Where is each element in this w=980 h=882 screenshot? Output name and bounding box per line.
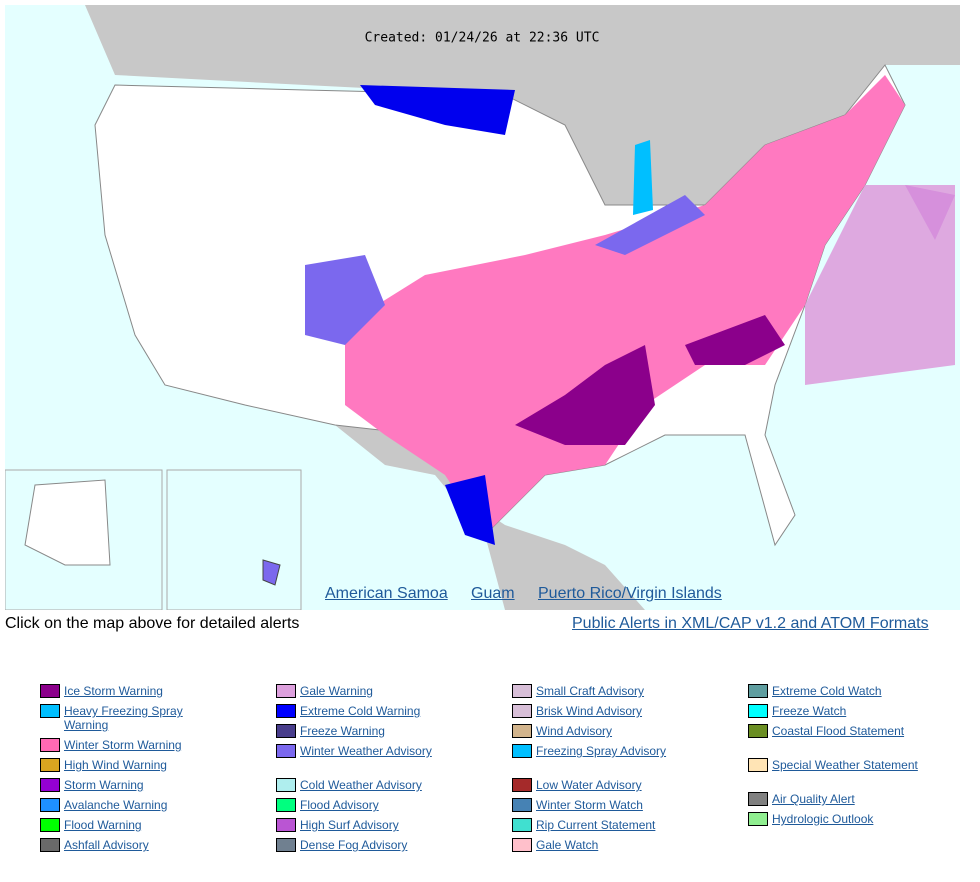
extreme-cold-area — [360, 85, 515, 545]
legend-swatch — [748, 684, 768, 698]
canada — [5, 5, 960, 205]
winter-weather-area — [305, 195, 705, 345]
formats-link[interactable]: Public Alerts in XML/CAP v1.2 and ATOM F… — [572, 615, 929, 632]
legend-swatch — [276, 684, 296, 698]
legend-swatch — [276, 744, 296, 758]
legend-link[interactable]: Freeze Watch — [772, 704, 847, 718]
legend-link[interactable]: Flood Warning — [64, 818, 142, 832]
instructions: Click on the map above for detailed aler… — [5, 615, 300, 632]
legend-swatch — [512, 684, 532, 698]
legend-swatch — [512, 838, 532, 852]
legend-swatch — [748, 724, 768, 738]
map-link[interactable]: American Samoa — [325, 585, 448, 602]
created-label: Created: 01/24/26 at 22:36 UTC — [365, 31, 600, 46]
legend-link[interactable]: Dense Fog Advisory — [300, 838, 408, 852]
legend-link[interactable]: Extreme Cold Warning — [300, 704, 421, 718]
legend-link[interactable]: High Wind Warning — [64, 758, 167, 772]
legend-link[interactable]: Extreme Cold Watch — [772, 684, 882, 698]
legend-swatch — [276, 818, 296, 832]
legend-link[interactable]: Gale Watch — [536, 838, 599, 852]
legend-link[interactable]: Rip Current Statement — [536, 818, 656, 832]
legend-link[interactable]: Coastal Flood Statement — [772, 724, 905, 738]
legend-link[interactable]: Avalanche Warning — [64, 798, 168, 812]
legend-link[interactable]: Freeze Warning — [300, 724, 385, 738]
winter-storm-area — [345, 75, 905, 535]
legend-swatch — [512, 798, 532, 812]
legend-swatch — [40, 758, 60, 772]
hawaii — [262, 559, 281, 586]
legend-swatch — [276, 704, 296, 718]
legend-swatch — [512, 724, 532, 738]
legend-swatch — [276, 798, 296, 812]
legend-swatch — [748, 704, 768, 718]
legend-link[interactable]: Air Quality Alert — [772, 792, 855, 806]
legend-link[interactable]: Ice Storm Warning — [64, 684, 163, 698]
legend-swatch — [748, 812, 768, 826]
legend-swatch — [40, 818, 60, 832]
legend-swatch — [40, 684, 60, 698]
legend-link[interactable]: Heavy Freezing Spray Warning — [64, 704, 183, 732]
alaska — [24, 479, 111, 566]
legend-link[interactable]: Ashfall Advisory — [64, 838, 149, 852]
legend-swatch — [276, 838, 296, 852]
legend-link[interactable]: Hydrologic Outlook — [772, 812, 874, 826]
legend-swatch — [276, 724, 296, 738]
legend-swatch — [276, 778, 296, 792]
lake-michigan — [633, 140, 653, 215]
legend-swatch — [40, 738, 60, 752]
legend-link[interactable]: High Surf Advisory — [300, 818, 399, 832]
legend-swatch — [40, 778, 60, 792]
legend-swatch — [40, 798, 60, 812]
legend-swatch — [512, 744, 532, 758]
mexico — [165, 385, 645, 610]
map-link[interactable]: Guam — [471, 585, 515, 602]
legend-swatch — [512, 818, 532, 832]
legend-link[interactable]: Brisk Wind Advisory — [536, 704, 643, 718]
legend-swatch — [748, 792, 768, 806]
legend-swatch — [40, 704, 60, 718]
legend-link[interactable]: Winter Storm Watch — [536, 798, 643, 812]
legend-link[interactable]: Wind Advisory — [536, 724, 613, 738]
legend-link[interactable]: Storm Warning — [64, 778, 144, 792]
legend-link[interactable]: Winter Weather Advisory — [300, 744, 432, 758]
map-link[interactable]: Puerto Rico/Virgin Islands — [538, 585, 722, 602]
alerts-map[interactable]: Created: 01/24/26 at 22:36 UTC — [5, 5, 960, 610]
legend-link[interactable]: Special Weather Statement — [772, 758, 918, 772]
gale-area — [805, 185, 955, 385]
legend-swatch — [748, 758, 768, 772]
ice-storm-area — [515, 315, 785, 445]
legend-link[interactable]: Gale Warning — [300, 684, 373, 698]
legend-link[interactable]: Small Craft Advisory — [536, 684, 645, 698]
legend-link[interactable]: Flood Advisory — [300, 798, 379, 812]
legend-link[interactable]: Freezing Spray Advisory — [536, 744, 667, 758]
legend-swatch — [512, 704, 532, 718]
legend-link[interactable]: Cold Weather Advisory — [300, 778, 422, 792]
hawaii-inset — [166, 469, 302, 610]
legend-swatch — [512, 778, 532, 792]
legend-swatch — [40, 838, 60, 852]
legend-link[interactable]: Winter Storm Warning — [64, 738, 182, 752]
legend-link[interactable]: Low Water Advisory — [536, 778, 642, 792]
